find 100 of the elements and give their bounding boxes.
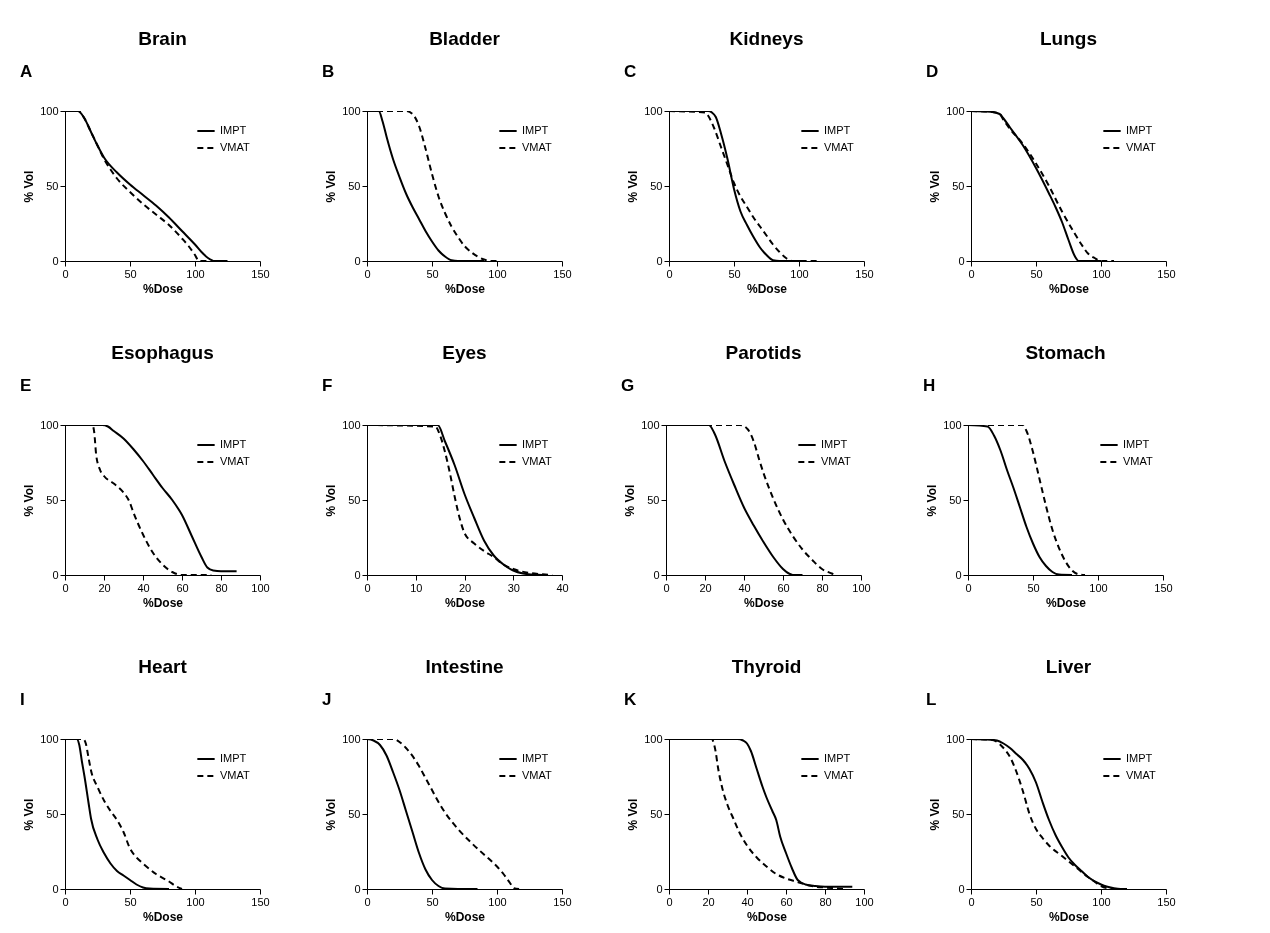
x-tick-label: 40: [556, 581, 569, 594]
y-axis-title: % Vol: [626, 798, 641, 831]
y-axis-title: % Vol: [324, 484, 339, 517]
text: J: [322, 690, 332, 709]
x-tick-label: 100: [852, 581, 871, 594]
legend-label: IMPT: [824, 124, 851, 136]
legend-label: VMAT: [1126, 769, 1157, 781]
x-tick-label: 100: [488, 895, 507, 908]
y-tick-label: 50: [46, 179, 59, 192]
x-tick-label: 150: [251, 267, 270, 280]
y-axis-title: % Vol: [324, 798, 339, 831]
y-tick-label: 50: [348, 179, 361, 192]
text: G: [621, 376, 635, 395]
x-tick-label: 0: [666, 895, 673, 908]
y-tick-label: 50: [647, 493, 660, 506]
text: E: [20, 376, 32, 395]
chart-title: Parotids: [725, 342, 802, 363]
x-tick-label: 50: [728, 267, 741, 280]
y-tick-label: 50: [348, 807, 361, 820]
y-tick-label: 100: [342, 104, 361, 117]
y-tick-label: 0: [52, 882, 59, 895]
chart-title: Lungs: [1040, 28, 1097, 49]
x-axis-title: %Dose: [746, 909, 788, 924]
y-tick-label: 0: [656, 882, 663, 895]
x-axis-title: %Dose: [743, 595, 785, 610]
x-axis-title: %Dose: [1045, 595, 1087, 610]
x-axis-title: %Dose: [1048, 281, 1090, 296]
x-axis-title: %Dose: [1048, 909, 1090, 924]
y-tick-label: 100: [641, 418, 660, 431]
y-axis-title: % Vol: [22, 484, 37, 517]
legend-label: VMAT: [522, 141, 553, 153]
x-axis-title: %Dose: [444, 281, 486, 296]
x-tick-label: 0: [968, 895, 975, 908]
x-tick-label: 100: [488, 267, 507, 280]
x-tick-label: 50: [1030, 895, 1043, 908]
text: C: [624, 62, 637, 81]
y-tick-label: 100: [342, 418, 361, 431]
y-tick-label: 0: [656, 254, 663, 267]
y-axis-title: % Vol: [623, 484, 638, 517]
legend-label: IMPT: [522, 438, 549, 450]
x-tick-label: 80: [215, 581, 228, 594]
legend-label: VMAT: [1126, 141, 1157, 153]
y-tick-label: 0: [958, 882, 965, 895]
y-axis-title: % Vol: [22, 798, 37, 831]
y-axis-title: % Vol: [925, 484, 940, 517]
y-tick-label: 100: [40, 418, 59, 431]
legend-label: IMPT: [821, 438, 848, 450]
x-tick-label: 20: [699, 581, 712, 594]
y-tick-label: 0: [955, 568, 962, 581]
legend-label: IMPT: [1123, 438, 1150, 450]
legend-label: VMAT: [220, 769, 251, 781]
legend-label: VMAT: [824, 141, 855, 153]
x-tick-label: 20: [702, 895, 715, 908]
y-tick-label: 100: [40, 104, 59, 117]
x-tick-label: 80: [816, 581, 829, 594]
x-tick-label: 100: [790, 267, 809, 280]
y-tick-label: 100: [342, 732, 361, 745]
x-tick-label: 0: [62, 267, 69, 280]
x-axis-title: %Dose: [142, 595, 184, 610]
chart-title: Intestine: [425, 656, 504, 677]
x-tick-label: 0: [364, 267, 371, 280]
x-tick-label: 50: [426, 267, 439, 280]
text: K: [624, 690, 637, 709]
y-tick-label: 0: [354, 882, 361, 895]
y-axis-title: % Vol: [928, 798, 943, 831]
x-tick-label: 0: [968, 267, 975, 280]
legend-label: IMPT: [220, 438, 247, 450]
x-tick-label: 0: [62, 581, 69, 594]
x-tick-label: 0: [62, 895, 69, 908]
chart-title: Heart: [138, 656, 188, 677]
text: F: [322, 376, 333, 395]
legend-label: IMPT: [1126, 124, 1153, 136]
y-tick-label: 0: [653, 568, 660, 581]
y-tick-label: 50: [46, 807, 59, 820]
x-tick-label: 100: [855, 895, 874, 908]
x-tick-label: 150: [553, 895, 572, 908]
x-tick-label: 30: [507, 581, 520, 594]
y-tick-label: 100: [40, 732, 59, 745]
text: A: [20, 62, 33, 81]
y-tick-label: 0: [52, 254, 59, 267]
y-tick-label: 50: [650, 807, 663, 820]
x-tick-label: 50: [124, 895, 137, 908]
y-tick-label: 50: [650, 179, 663, 192]
y-tick-label: 100: [943, 418, 962, 431]
x-tick-label: 150: [1157, 267, 1176, 280]
chart-title: Kidneys: [729, 28, 804, 49]
x-axis-title: %Dose: [444, 595, 486, 610]
legend-label: IMPT: [220, 752, 247, 764]
chart-title: Eyes: [442, 342, 487, 363]
x-tick-label: 40: [741, 895, 754, 908]
legend-label: IMPT: [522, 752, 549, 764]
text: L: [926, 690, 937, 709]
y-axis-title: % Vol: [928, 170, 943, 203]
chart-title: Esophagus: [111, 342, 214, 363]
legend-label: IMPT: [824, 752, 851, 764]
x-tick-label: 150: [1157, 895, 1176, 908]
x-tick-label: 150: [553, 267, 572, 280]
legend-label: VMAT: [824, 769, 855, 781]
x-tick-label: 40: [738, 581, 751, 594]
y-axis-title: % Vol: [324, 170, 339, 203]
